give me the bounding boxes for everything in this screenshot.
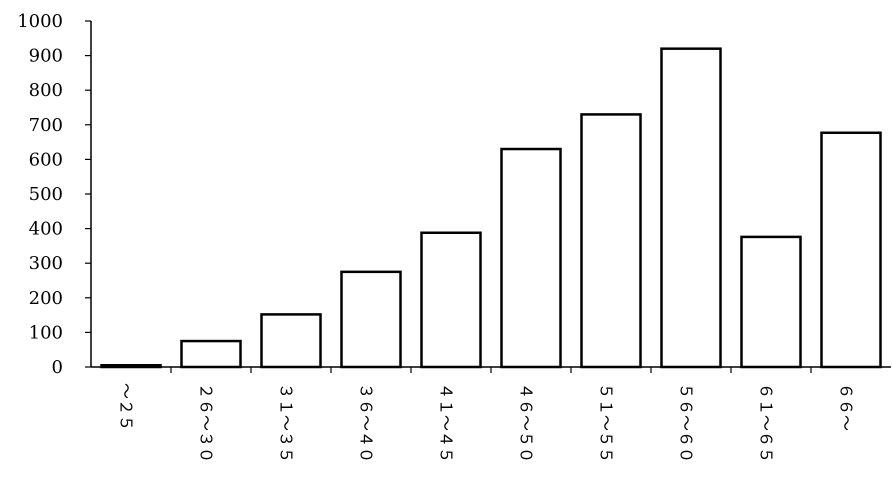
y-tick-label: 0 [52,357,63,378]
x-category-label: ４１～４５ [437,383,456,463]
x-category-label: ５１～５５ [597,383,616,463]
x-category-label: ６６～ [837,383,856,431]
bar [660,47,722,369]
x-axis-labels: ～２５ ２６～３０ ３１～３５ ３６～４０ ４１～４５ ４６～５０ ５１～５５ ５６～６０ ６１… [117,383,856,463]
x-category-label: ６１～６５ [757,383,776,463]
x-category-label: ３１～３５ [277,383,296,463]
bar [180,339,242,369]
y-tick-label: 1000 [17,11,63,32]
bar [260,313,322,369]
bar [420,231,482,369]
bar [740,235,802,369]
y-tick-label: 800 [29,80,63,101]
y-tick-label: 300 [29,253,63,274]
bar [100,364,162,369]
x-category-label: ～２５ [117,383,136,431]
y-tick-label: 600 [29,149,63,170]
x-category-label: ４６～５０ [517,383,536,463]
y-tick-label: 400 [29,219,63,240]
bar [820,131,882,369]
bar [500,147,562,369]
y-tick-label: 200 [29,288,63,309]
x-category-label: ３６～４０ [357,383,376,463]
bars [100,47,882,369]
y-tick-label: 700 [29,115,63,136]
y-tick-label: 500 [29,184,63,205]
x-category-label: ２６～３０ [197,383,216,463]
y-axis-ticks: 0 100 200 300 400 500 600 700 800 900 1000 [17,11,91,378]
x-category-label: ５６～６０ [677,383,696,463]
y-tick-label: 100 [29,322,63,343]
bar [580,113,642,369]
y-tick-label: 900 [29,46,63,67]
bar [340,270,402,369]
